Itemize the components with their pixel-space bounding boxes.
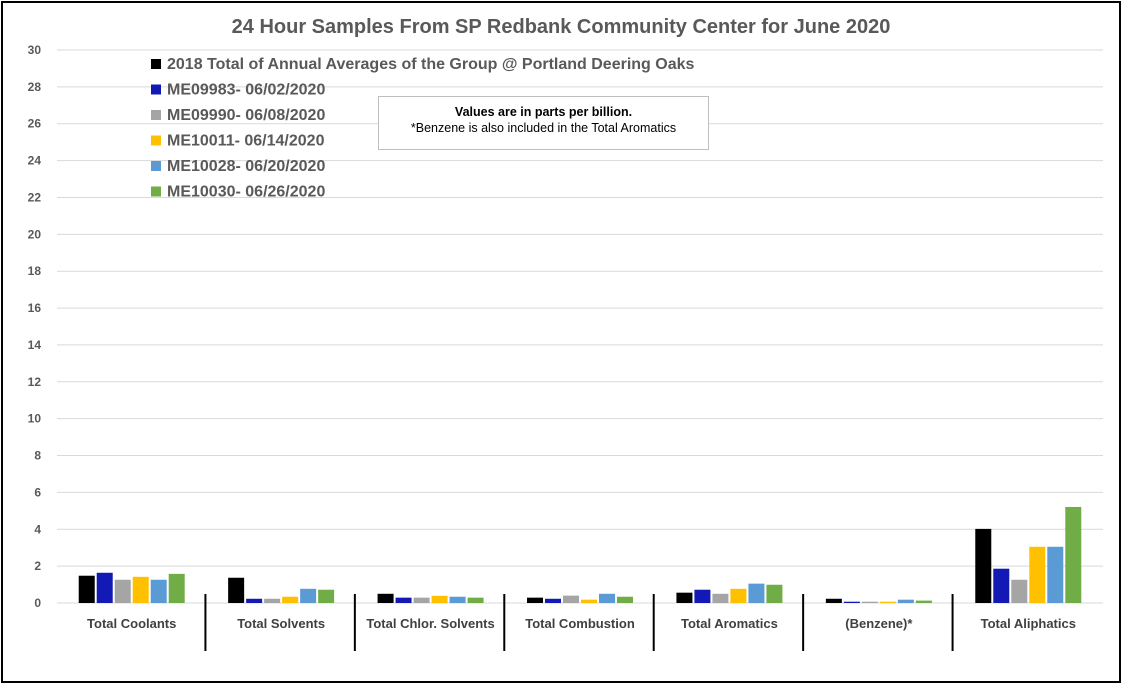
bar xyxy=(246,598,263,603)
bar xyxy=(228,577,245,603)
category-label: (Benzene)* xyxy=(845,616,913,631)
bar xyxy=(545,598,561,603)
legend-swatch xyxy=(151,110,161,120)
legend-swatch xyxy=(151,59,161,69)
bar xyxy=(993,568,1010,603)
bar xyxy=(581,599,597,603)
category-label: Total Aromatics xyxy=(681,616,778,631)
legend-swatch xyxy=(151,186,161,197)
y-tick-label: 0 xyxy=(34,596,41,610)
bar xyxy=(617,596,633,603)
bar xyxy=(766,584,783,603)
bar xyxy=(712,593,729,603)
bar xyxy=(431,595,448,603)
y-tick-label: 12 xyxy=(28,375,42,389)
legend-swatch xyxy=(151,135,161,146)
legend-swatch xyxy=(151,84,161,95)
bar xyxy=(132,576,149,603)
annotation-line-1: Values are in parts per billion. xyxy=(454,105,633,119)
bar xyxy=(96,572,113,603)
y-tick-label: 14 xyxy=(28,338,42,352)
bar xyxy=(1047,546,1064,603)
chart-title: 24 Hour Samples From SP Redbank Communit… xyxy=(232,16,891,38)
bar xyxy=(264,598,281,603)
bar xyxy=(861,601,878,603)
annotation-line-2: *Benzene is also included in the Total A… xyxy=(410,121,677,135)
bar xyxy=(599,593,615,603)
y-tick-label: 4 xyxy=(34,522,41,536)
bar xyxy=(975,528,992,603)
bar xyxy=(413,597,430,603)
bar xyxy=(676,592,693,603)
legend-swatch xyxy=(151,161,161,171)
bar xyxy=(168,573,185,603)
y-tick-label: 8 xyxy=(34,449,41,463)
y-tick-label: 24 xyxy=(28,154,42,168)
legend-label: ME10028- 06/20/2020 xyxy=(167,158,325,175)
bar xyxy=(879,601,896,603)
bar xyxy=(150,579,167,603)
bar xyxy=(748,583,765,603)
bar xyxy=(78,575,95,603)
bar xyxy=(377,593,394,603)
y-tick-label: 2 xyxy=(34,559,41,573)
bar xyxy=(897,599,914,603)
bar xyxy=(318,589,335,603)
bar xyxy=(114,579,131,603)
legend-label: ME09983- 06/02/2020 xyxy=(167,82,325,99)
legend-label: ME10030- 06/26/2020 xyxy=(167,184,325,201)
legend-label: 2018 Total of Annual Averages of the Gro… xyxy=(167,56,695,73)
bar xyxy=(1065,506,1082,603)
bar xyxy=(467,597,484,603)
category-label: Total Aliphatics xyxy=(981,616,1076,631)
y-tick-label: 30 xyxy=(28,43,42,57)
bar xyxy=(300,588,317,603)
annotation-box: Values are in parts per billion. *Benzen… xyxy=(378,96,709,150)
category-label: Total Solvents xyxy=(237,616,325,631)
bar xyxy=(563,595,579,603)
y-tick-label: 10 xyxy=(28,412,42,426)
legend-label: ME09990- 06/08/2020 xyxy=(167,107,325,124)
legend-label: ME10011- 06/14/2020 xyxy=(167,133,325,150)
y-tick-label: 20 xyxy=(28,227,42,241)
bar xyxy=(825,598,842,603)
bar xyxy=(395,597,412,603)
bar xyxy=(1011,579,1028,603)
category-label: Total Chlor. Solvents xyxy=(366,616,494,631)
bar xyxy=(915,600,932,603)
bar xyxy=(694,589,711,603)
y-tick-label: 6 xyxy=(34,485,41,499)
bar xyxy=(730,588,747,603)
bar xyxy=(527,597,543,603)
y-tick-label: 16 xyxy=(28,301,42,315)
bar xyxy=(843,601,860,603)
y-tick-label: 18 xyxy=(28,264,42,278)
y-tick-label: 26 xyxy=(28,117,42,131)
category-label: Total Combustion xyxy=(525,616,635,631)
bar xyxy=(449,596,466,603)
category-label: Total Coolants xyxy=(87,616,176,631)
y-tick-label: 22 xyxy=(28,190,42,204)
bar xyxy=(282,596,299,603)
y-tick-label: 28 xyxy=(28,80,42,94)
bar xyxy=(1029,546,1046,603)
